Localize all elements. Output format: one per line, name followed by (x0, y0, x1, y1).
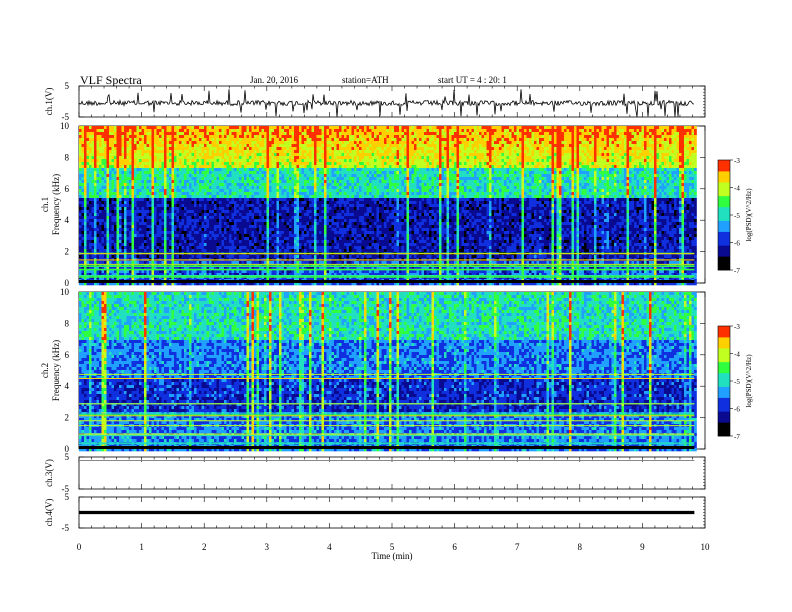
colorbar-label: log(PSD)(V^2/Hz) (745, 188, 753, 242)
ytick-label: 6 (65, 350, 70, 360)
ytick-label: 0 (65, 444, 70, 454)
ylabel-channel: ch.1 (40, 197, 50, 212)
xtick-label: 3 (265, 542, 270, 552)
colorbar-tick-label: -3 (734, 157, 740, 165)
colorbar-tick-label: -7 (734, 267, 740, 275)
colorbar-ch2-spectrogram (718, 326, 733, 436)
xtick-label: 0 (77, 542, 82, 552)
ylabel-frequency: Frequency (kHz) (51, 174, 61, 235)
ytick-label: 5 (65, 81, 70, 91)
colorbar-label: log(PSD)(V^2/Hz) (745, 354, 753, 408)
dc-band (79, 280, 694, 283)
ylabel-ch3-waveform: ch.3(V) (44, 459, 54, 487)
xtick-label: 8 (578, 542, 583, 552)
colorbar-tick-label: -6 (734, 406, 740, 414)
spectrogram-ch1-spectrogram (79, 126, 697, 285)
plot-area: 5-5ch.1(V)5-5ch.3(V)5-5ch.4(V)0246810ch.… (0, 0, 792, 612)
ylabel-channel: ch.2 (40, 363, 50, 378)
colorbar-tick-label: -5 (734, 212, 740, 220)
ytick-label: 4 (65, 381, 70, 391)
ylabel-frequency: Frequency (kHz) (51, 340, 61, 401)
ch1-trace (79, 89, 694, 117)
ytick-label: 2 (65, 247, 70, 257)
xtick-label: 9 (640, 542, 645, 552)
ytick-label: 6 (65, 184, 70, 194)
ytick-label: -5 (62, 523, 70, 533)
ytick-label: 10 (60, 121, 70, 131)
ytick-label: 8 (65, 152, 70, 162)
xtick-label: 7 (515, 542, 520, 552)
colorbar-tick-label: -3 (734, 323, 740, 331)
ytick-label: 10 (60, 287, 70, 297)
colorbar-tick-label: -7 (734, 433, 740, 441)
colorbar-tick-label: -6 (734, 240, 740, 248)
xaxis-label: Time (min) (372, 551, 413, 561)
ytick-label: 2 (65, 413, 70, 423)
xtick-label: 10 (701, 542, 711, 552)
ylabel-ch1-waveform: ch.1(V) (44, 88, 54, 116)
dc-band (79, 446, 694, 449)
xtick-label: 1 (139, 542, 144, 552)
xtick-label: 2 (202, 542, 207, 552)
colorbar-ch1-spectrogram (718, 160, 733, 270)
ytick-label: 8 (65, 318, 70, 328)
spectrogram-ch2-spectrogram (79, 292, 697, 451)
colorbar-tick-label: -4 (734, 351, 740, 359)
xtick-label: 6 (452, 542, 457, 552)
vlf-spectra-figure: VLF Spectra Jan. 20, 2016 station=ATH st… (0, 0, 792, 612)
colorbar-tick-label: -4 (734, 185, 740, 193)
ylabel-ch4-waveform: ch.4(V) (44, 499, 54, 527)
ytick-label: 4 (65, 215, 70, 225)
xtick-label: 4 (327, 542, 332, 552)
colorbar-tick-label: -5 (734, 378, 740, 386)
ytick-label: 5 (65, 492, 70, 502)
